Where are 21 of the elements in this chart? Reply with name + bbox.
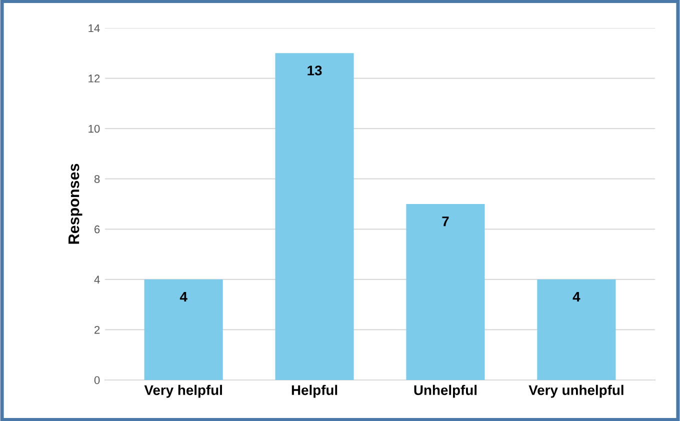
y-tick-label: 12 (88, 74, 100, 82)
data-label: 4 (572, 292, 580, 302)
bar (144, 279, 223, 380)
x-tick-label: Very unhelpful (528, 384, 624, 398)
y-tick-label: 8 (94, 175, 100, 183)
y-tick-label: 0 (94, 376, 100, 384)
y-tick-label: 6 (94, 225, 100, 234)
data-label: 4 (180, 292, 188, 302)
data-label: 13 (308, 66, 322, 76)
x-tick-label: Unhelpful (414, 384, 477, 398)
y-tick-label: 10 (88, 124, 100, 133)
data-label: 7 (442, 216, 449, 226)
x-tick-label: Helpful (292, 384, 338, 398)
y-tick-label: 14 (88, 24, 100, 32)
x-tick-label: Very helpful (144, 384, 222, 398)
bar (406, 204, 485, 380)
y-tick-label: 2 (94, 326, 100, 334)
y-axis-title: Responses (68, 164, 82, 244)
bar (537, 279, 616, 380)
bar (275, 53, 354, 380)
y-tick-label: 4 (94, 276, 100, 284)
